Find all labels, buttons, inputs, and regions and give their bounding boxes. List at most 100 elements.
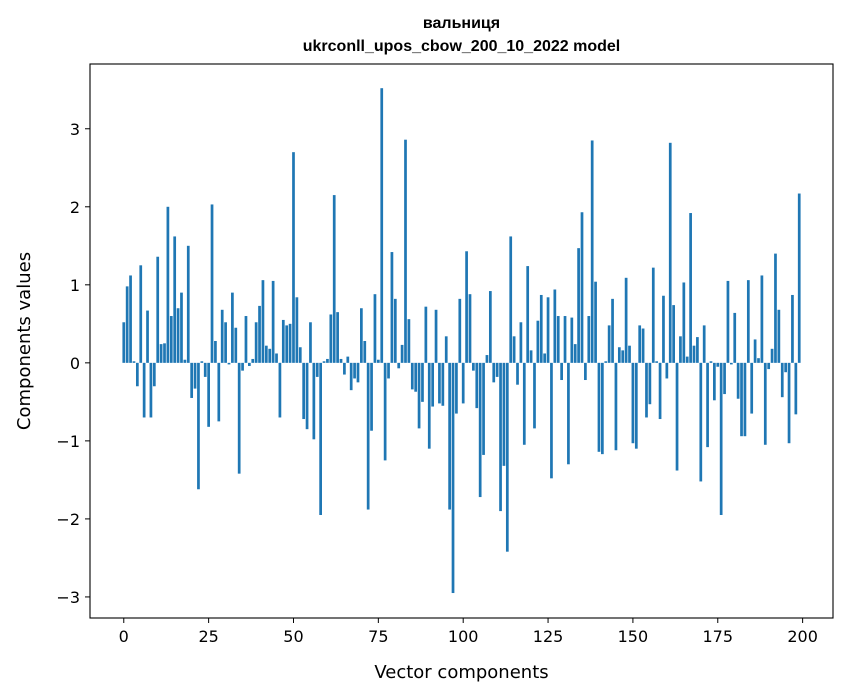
y-tick-label: 0: [70, 354, 80, 373]
bar: [173, 236, 177, 363]
bar: [339, 358, 343, 363]
x-tick-label: 150: [618, 627, 649, 646]
bar: [139, 265, 143, 363]
bar: [797, 193, 801, 363]
bar: [231, 292, 234, 363]
bar: [726, 280, 730, 363]
bar: [329, 314, 333, 363]
bar: [166, 206, 170, 363]
bar: [658, 362, 662, 420]
bar: [336, 312, 339, 363]
bar: [675, 362, 679, 471]
bar: [142, 362, 146, 418]
bar: [203, 362, 207, 377]
bar: [383, 362, 387, 461]
bar: [407, 319, 411, 363]
bar: [696, 337, 699, 363]
bar: [516, 362, 519, 385]
bar: [373, 294, 377, 363]
x-tick-label: 100: [448, 627, 479, 646]
bar: [244, 316, 248, 363]
bar: [159, 344, 163, 363]
x-tick-label: 25: [198, 627, 218, 646]
bar: [784, 362, 788, 373]
bar: [512, 336, 516, 363]
bar: [380, 88, 384, 363]
bar: [125, 286, 129, 363]
bar: [617, 347, 621, 363]
bar: [397, 362, 401, 369]
bar: [417, 362, 421, 429]
bar: [343, 362, 346, 375]
bar: [295, 297, 299, 363]
bar: [753, 339, 757, 363]
bar: [560, 362, 563, 381]
x-tick-label: 175: [702, 627, 733, 646]
bar: [258, 305, 261, 363]
bar: [309, 322, 312, 363]
y-tick-label: 2: [70, 198, 80, 217]
bar: [264, 345, 268, 363]
bar: [376, 359, 380, 363]
bar: [699, 362, 703, 482]
bar: [577, 248, 580, 363]
bar: [472, 362, 475, 371]
bar: [197, 362, 200, 490]
bar: [285, 325, 289, 363]
bar: [458, 298, 462, 363]
bar: [275, 353, 278, 363]
bar: [763, 362, 767, 445]
bar: [455, 362, 458, 414]
bar: [780, 362, 784, 398]
bar: [200, 361, 204, 363]
bar: [628, 345, 631, 363]
bar: [210, 204, 214, 363]
bar: [702, 325, 706, 363]
bar: [573, 344, 577, 363]
bar: [278, 362, 282, 418]
bar: [163, 343, 166, 363]
bar: [641, 328, 645, 363]
bar: [387, 362, 390, 379]
bar: [624, 277, 628, 363]
bar: [651, 267, 655, 363]
bar: [427, 362, 431, 449]
bar: [254, 322, 258, 363]
bar: [526, 266, 530, 363]
bar: [662, 295, 665, 363]
bar: [546, 297, 550, 363]
bar: [770, 348, 774, 363]
bar: [488, 291, 492, 363]
x-tick-label: 50: [283, 627, 303, 646]
bar: [441, 362, 445, 406]
bar: [319, 362, 322, 515]
bar: [679, 336, 682, 363]
bar: [438, 362, 441, 404]
y-axis-ticks: −3 −2 −1 0 1 2 3: [56, 120, 90, 607]
bar: [597, 362, 601, 452]
bar: [655, 361, 659, 363]
bar: [393, 298, 397, 363]
bar: [176, 308, 180, 363]
bar: [713, 362, 716, 401]
bar: [519, 322, 523, 363]
bar: [692, 345, 696, 363]
x-tick-label: 125: [533, 627, 564, 646]
bar: [601, 362, 604, 455]
bar: [621, 350, 625, 363]
bar: [478, 362, 482, 498]
bar: [400, 344, 404, 363]
bar: [129, 275, 132, 363]
bar: [434, 309, 438, 363]
bar: [186, 245, 190, 363]
bar: [404, 139, 407, 363]
bar: [349, 362, 353, 391]
bar: [604, 361, 608, 363]
bar: [251, 358, 255, 363]
bar: [567, 362, 570, 465]
bar: [268, 348, 272, 363]
bar: [465, 251, 468, 363]
bar: [746, 280, 750, 363]
bar: [594, 281, 597, 363]
bar: [794, 362, 798, 415]
